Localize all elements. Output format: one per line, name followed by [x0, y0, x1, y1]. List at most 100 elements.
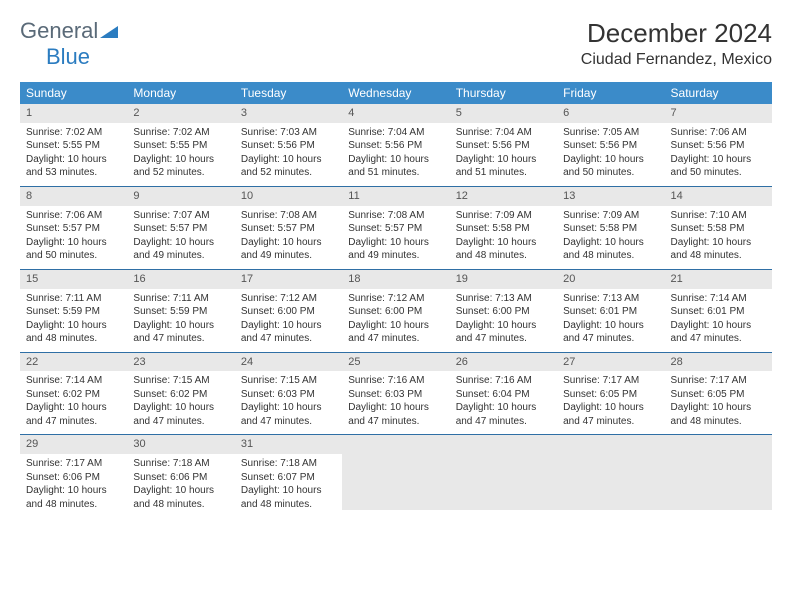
- daylight-text: Daylight: 10 hours: [348, 319, 443, 333]
- day-number: 3: [235, 104, 342, 123]
- sunset-text: Sunset: 6:02 PM: [26, 388, 121, 402]
- sunset-text: Sunset: 6:00 PM: [241, 305, 336, 319]
- calendar-day-cell: 6Sunrise: 7:05 AMSunset: 5:56 PMDaylight…: [557, 104, 664, 186]
- sunrise-text: Sunrise: 7:17 AM: [563, 374, 658, 388]
- daylight-text: and 48 minutes.: [563, 249, 658, 263]
- daylight-text: Daylight: 10 hours: [241, 319, 336, 333]
- calendar-week-row: 1Sunrise: 7:02 AMSunset: 5:55 PMDaylight…: [20, 104, 772, 186]
- calendar-day-cell: 12Sunrise: 7:09 AMSunset: 5:58 PMDayligh…: [450, 186, 557, 269]
- sunset-text: Sunset: 6:02 PM: [133, 388, 228, 402]
- logo: General Blue: [20, 18, 119, 70]
- day-body: Sunrise: 7:17 AMSunset: 6:06 PMDaylight:…: [20, 454, 127, 517]
- day-body: [342, 454, 449, 510]
- sunset-text: Sunset: 5:59 PM: [26, 305, 121, 319]
- calendar-day-cell: 20Sunrise: 7:13 AMSunset: 6:01 PMDayligh…: [557, 269, 664, 352]
- sunrise-text: Sunrise: 7:04 AM: [456, 126, 551, 140]
- calendar-week-row: 8Sunrise: 7:06 AMSunset: 5:57 PMDaylight…: [20, 186, 772, 269]
- daylight-text: and 47 minutes.: [133, 415, 228, 429]
- daylight-text: and 48 minutes.: [133, 498, 228, 512]
- daylight-text: and 51 minutes.: [456, 166, 551, 180]
- calendar-day-cell: 11Sunrise: 7:08 AMSunset: 5:57 PMDayligh…: [342, 186, 449, 269]
- title-block: December 2024 Ciudad Fernandez, Mexico: [581, 18, 772, 69]
- day-body: Sunrise: 7:15 AMSunset: 6:03 PMDaylight:…: [235, 371, 342, 434]
- calendar-day-cell: 30Sunrise: 7:18 AMSunset: 6:06 PMDayligh…: [127, 435, 234, 517]
- sunset-text: Sunset: 5:56 PM: [456, 139, 551, 153]
- day-number: [450, 435, 557, 454]
- daylight-text: and 47 minutes.: [241, 415, 336, 429]
- daylight-text: and 47 minutes.: [133, 332, 228, 346]
- calendar-day-cell: 15Sunrise: 7:11 AMSunset: 5:59 PMDayligh…: [20, 269, 127, 352]
- calendar-day-cell: 22Sunrise: 7:14 AMSunset: 6:02 PMDayligh…: [20, 352, 127, 435]
- day-number: 26: [450, 353, 557, 372]
- daylight-text: and 49 minutes.: [241, 249, 336, 263]
- sunrise-text: Sunrise: 7:16 AM: [348, 374, 443, 388]
- sunset-text: Sunset: 6:06 PM: [26, 471, 121, 485]
- weekday-header: Sunday: [20, 82, 127, 104]
- daylight-text: and 48 minutes.: [241, 498, 336, 512]
- daylight-text: Daylight: 10 hours: [133, 484, 228, 498]
- sunrise-text: Sunrise: 7:12 AM: [348, 292, 443, 306]
- day-number: 15: [20, 270, 127, 289]
- day-body: Sunrise: 7:02 AMSunset: 5:55 PMDaylight:…: [127, 123, 234, 186]
- daylight-text: Daylight: 10 hours: [26, 153, 121, 167]
- sunrise-text: Sunrise: 7:15 AM: [241, 374, 336, 388]
- day-number: 14: [665, 187, 772, 206]
- day-body: Sunrise: 7:17 AMSunset: 6:05 PMDaylight:…: [665, 371, 772, 434]
- day-body: [557, 454, 664, 510]
- sunset-text: Sunset: 6:04 PM: [456, 388, 551, 402]
- calendar-day-cell: 28Sunrise: 7:17 AMSunset: 6:05 PMDayligh…: [665, 352, 772, 435]
- day-body: Sunrise: 7:16 AMSunset: 6:03 PMDaylight:…: [342, 371, 449, 434]
- day-body: Sunrise: 7:06 AMSunset: 5:56 PMDaylight:…: [665, 123, 772, 186]
- sunrise-text: Sunrise: 7:11 AM: [26, 292, 121, 306]
- daylight-text: and 47 minutes.: [26, 415, 121, 429]
- daylight-text: Daylight: 10 hours: [348, 401, 443, 415]
- day-body: Sunrise: 7:04 AMSunset: 5:56 PMDaylight:…: [342, 123, 449, 186]
- day-number: 22: [20, 353, 127, 372]
- calendar-day-cell: 9Sunrise: 7:07 AMSunset: 5:57 PMDaylight…: [127, 186, 234, 269]
- day-number: 11: [342, 187, 449, 206]
- calendar-day-cell: 10Sunrise: 7:08 AMSunset: 5:57 PMDayligh…: [235, 186, 342, 269]
- day-body: Sunrise: 7:11 AMSunset: 5:59 PMDaylight:…: [127, 289, 234, 352]
- day-body: Sunrise: 7:16 AMSunset: 6:04 PMDaylight:…: [450, 371, 557, 434]
- day-body: [665, 454, 772, 510]
- day-body: Sunrise: 7:11 AMSunset: 5:59 PMDaylight:…: [20, 289, 127, 352]
- weekday-header: Thursday: [450, 82, 557, 104]
- day-body: Sunrise: 7:14 AMSunset: 6:02 PMDaylight:…: [20, 371, 127, 434]
- calendar-day-cell: 24Sunrise: 7:15 AMSunset: 6:03 PMDayligh…: [235, 352, 342, 435]
- calendar-day-cell: [665, 435, 772, 517]
- sunset-text: Sunset: 6:06 PM: [133, 471, 228, 485]
- logo-general: General: [20, 18, 98, 43]
- sunrise-text: Sunrise: 7:06 AM: [26, 209, 121, 223]
- calendar-day-cell: 26Sunrise: 7:16 AMSunset: 6:04 PMDayligh…: [450, 352, 557, 435]
- calendar-day-cell: 31Sunrise: 7:18 AMSunset: 6:07 PMDayligh…: [235, 435, 342, 517]
- month-title: December 2024: [581, 18, 772, 49]
- day-number: 2: [127, 104, 234, 123]
- calendar-day-cell: 21Sunrise: 7:14 AMSunset: 6:01 PMDayligh…: [665, 269, 772, 352]
- daylight-text: Daylight: 10 hours: [133, 236, 228, 250]
- day-number: 4: [342, 104, 449, 123]
- daylight-text: Daylight: 10 hours: [456, 401, 551, 415]
- sunrise-text: Sunrise: 7:04 AM: [348, 126, 443, 140]
- daylight-text: and 49 minutes.: [133, 249, 228, 263]
- daylight-text: Daylight: 10 hours: [241, 236, 336, 250]
- day-number: 30: [127, 435, 234, 454]
- day-body: Sunrise: 7:13 AMSunset: 6:01 PMDaylight:…: [557, 289, 664, 352]
- sunrise-text: Sunrise: 7:03 AM: [241, 126, 336, 140]
- daylight-text: and 50 minutes.: [26, 249, 121, 263]
- sunrise-text: Sunrise: 7:05 AM: [563, 126, 658, 140]
- sunset-text: Sunset: 5:56 PM: [671, 139, 766, 153]
- daylight-text: Daylight: 10 hours: [26, 236, 121, 250]
- daylight-text: Daylight: 10 hours: [241, 401, 336, 415]
- daylight-text: and 47 minutes.: [456, 415, 551, 429]
- daylight-text: Daylight: 10 hours: [456, 153, 551, 167]
- logo-blue: Blue: [46, 44, 90, 70]
- calendar-day-cell: 5Sunrise: 7:04 AMSunset: 5:56 PMDaylight…: [450, 104, 557, 186]
- daylight-text: and 52 minutes.: [241, 166, 336, 180]
- day-number: 13: [557, 187, 664, 206]
- logo-triangle-icon: [100, 18, 118, 44]
- day-body: Sunrise: 7:09 AMSunset: 5:58 PMDaylight:…: [557, 206, 664, 269]
- sunset-text: Sunset: 5:58 PM: [456, 222, 551, 236]
- daylight-text: Daylight: 10 hours: [456, 236, 551, 250]
- day-body: Sunrise: 7:17 AMSunset: 6:05 PMDaylight:…: [557, 371, 664, 434]
- daylight-text: Daylight: 10 hours: [133, 153, 228, 167]
